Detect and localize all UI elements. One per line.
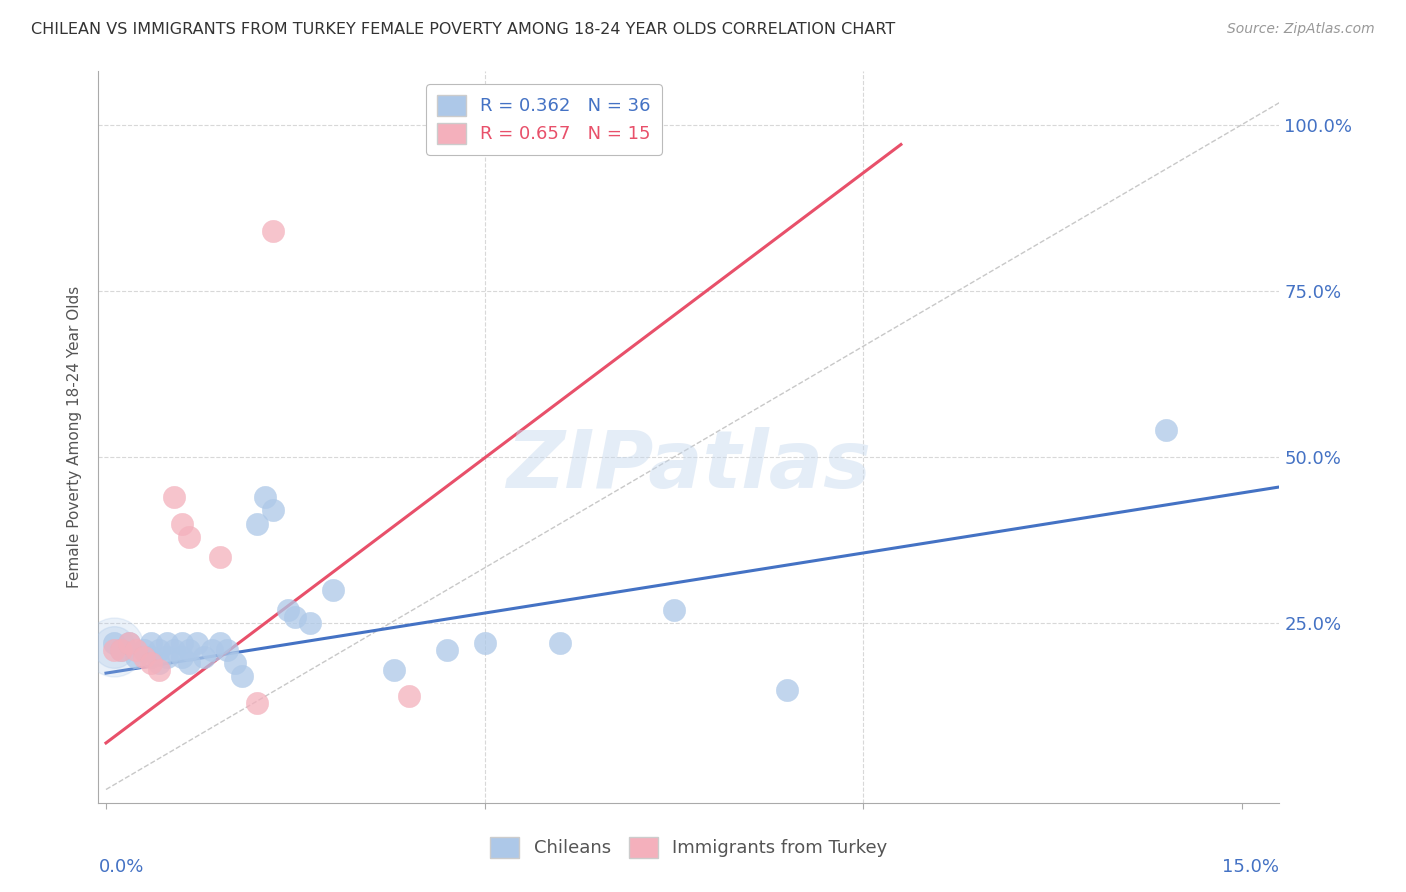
Point bbox=[246, 516, 269, 531]
Point bbox=[118, 636, 141, 650]
Legend: Chileans, Immigrants from Turkey: Chileans, Immigrants from Turkey bbox=[481, 828, 897, 867]
Point bbox=[103, 636, 125, 650]
Text: CHILEAN VS IMMIGRANTS FROM TURKEY FEMALE POVERTY AMONG 18-24 YEAR OLDS CORRELATI: CHILEAN VS IMMIGRANTS FROM TURKEY FEMALE… bbox=[31, 22, 896, 37]
Point bbox=[163, 643, 186, 657]
Point bbox=[548, 636, 571, 650]
Point bbox=[132, 649, 155, 664]
Point bbox=[155, 636, 177, 650]
Point bbox=[217, 643, 239, 657]
Point bbox=[1154, 424, 1177, 438]
Point bbox=[224, 656, 246, 670]
Point bbox=[103, 643, 125, 657]
Point bbox=[170, 649, 193, 664]
Point bbox=[163, 490, 186, 504]
Point bbox=[186, 636, 208, 650]
Point bbox=[231, 669, 253, 683]
Point bbox=[382, 663, 405, 677]
Point bbox=[110, 643, 132, 657]
Point bbox=[474, 636, 496, 650]
Point bbox=[201, 643, 224, 657]
Point bbox=[179, 643, 201, 657]
Point bbox=[148, 663, 170, 677]
Point bbox=[548, 118, 571, 132]
Text: Source: ZipAtlas.com: Source: ZipAtlas.com bbox=[1227, 22, 1375, 37]
Point bbox=[141, 649, 163, 664]
Point bbox=[141, 636, 163, 650]
Point bbox=[118, 636, 141, 650]
Y-axis label: Female Poverty Among 18-24 Year Olds: Female Poverty Among 18-24 Year Olds bbox=[67, 286, 83, 588]
Point bbox=[170, 516, 193, 531]
Point bbox=[262, 224, 284, 238]
Point bbox=[155, 649, 177, 664]
Point bbox=[253, 490, 276, 504]
Text: 15.0%: 15.0% bbox=[1222, 858, 1279, 876]
Point bbox=[776, 682, 799, 697]
Point bbox=[179, 530, 201, 544]
Point bbox=[170, 636, 193, 650]
Point bbox=[208, 549, 231, 564]
Point bbox=[179, 656, 201, 670]
Point bbox=[208, 636, 231, 650]
Point bbox=[299, 616, 322, 631]
Point bbox=[193, 649, 215, 664]
Text: ZIPatlas: ZIPatlas bbox=[506, 427, 872, 506]
Point bbox=[103, 640, 125, 654]
Point bbox=[662, 603, 685, 617]
Point bbox=[148, 643, 170, 657]
Text: 0.0%: 0.0% bbox=[98, 858, 143, 876]
Point bbox=[398, 690, 420, 704]
Point bbox=[125, 643, 148, 657]
Point bbox=[148, 656, 170, 670]
Point bbox=[103, 640, 125, 654]
Point bbox=[322, 582, 344, 597]
Point bbox=[277, 603, 299, 617]
Point bbox=[132, 643, 155, 657]
Point bbox=[125, 649, 148, 664]
Point bbox=[262, 503, 284, 517]
Point bbox=[246, 696, 269, 710]
Point bbox=[436, 643, 458, 657]
Point bbox=[110, 643, 132, 657]
Point bbox=[141, 656, 163, 670]
Point bbox=[284, 609, 307, 624]
